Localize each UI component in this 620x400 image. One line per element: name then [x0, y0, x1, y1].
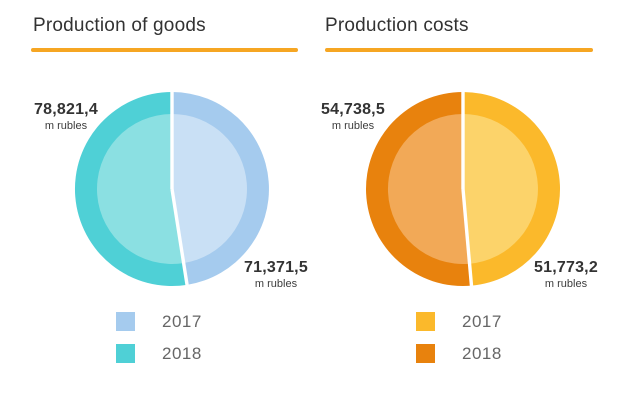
value-label-goods-2017: 71,371,5 m rubles	[230, 258, 322, 291]
chart-panel-goods: Production of goods 78,821,4 m rubles 71…	[16, 15, 308, 376]
legend-swatch-2017	[416, 312, 435, 331]
legend-label-2018: 2018	[162, 344, 202, 363]
title-underline-goods	[31, 48, 298, 52]
legend-item-2017: 2017	[416, 312, 502, 331]
value-number: 51,773,2	[534, 259, 598, 276]
legend-item-2018: 2018	[416, 344, 502, 363]
chart-title-costs: Production costs	[325, 15, 469, 36]
value-number: 78,821,4	[34, 101, 98, 118]
title-underline-costs	[325, 48, 593, 52]
value-number: 54,738,5	[321, 101, 385, 118]
legend-item-2018: 2018	[116, 344, 202, 363]
value-unit: m rubles	[44, 120, 88, 132]
chart-title-goods: Production of goods	[33, 15, 206, 36]
value-label-goods-2018: 78,821,4 m rubles	[16, 100, 116, 133]
value-number: 71,371,5	[244, 259, 308, 276]
legend-goods: 2017 2018	[116, 312, 202, 376]
legend-item-2017: 2017	[116, 312, 202, 331]
legend-swatch-2018	[416, 344, 435, 363]
pie-chart-goods	[74, 91, 269, 287]
legend-swatch-2018	[116, 344, 135, 363]
legend-swatch-2017	[116, 312, 135, 331]
value-unit: m rubles	[544, 278, 588, 290]
value-unit: m rubles	[331, 120, 375, 132]
value-label-costs-2018: 54,738,5 m rubles	[310, 100, 396, 133]
legend-label-2017: 2017	[162, 312, 202, 331]
value-label-costs-2017: 51,773,2 m rubles	[516, 258, 616, 291]
value-unit: m rubles	[254, 278, 298, 290]
legend-costs: 2017 2018	[416, 312, 502, 376]
legend-label-2017: 2017	[462, 312, 502, 331]
legend-label-2018: 2018	[462, 344, 502, 363]
pie-chart-costs	[366, 91, 561, 287]
chart-panel-costs: Production costs 54,738,5 m rubles 51,77…	[310, 0, 620, 400]
